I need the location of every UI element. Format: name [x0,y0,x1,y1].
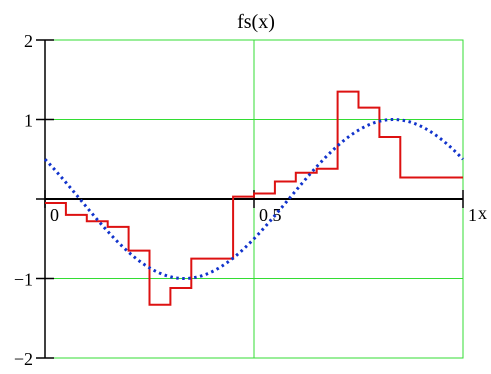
x-tick-label: 0 [50,205,59,225]
step-series-line [45,90,463,306]
dotted-wave-series-line [43,117,465,281]
y-tick-label: −2 [14,349,33,369]
series-layer [43,90,465,306]
x-axis-label: x [478,203,487,223]
y-tick-label: 2 [24,31,33,51]
chart-title: fs(x) [237,11,275,33]
y-tick-label: 1 [24,111,33,131]
tick-labels: 2 1 −1 −2 0 0.5 1 [14,31,477,369]
y-tick-label: −1 [14,270,33,290]
x-tick-label: 1 [468,205,477,225]
axes [36,39,464,359]
x-tick-label: 0.5 [259,205,282,225]
